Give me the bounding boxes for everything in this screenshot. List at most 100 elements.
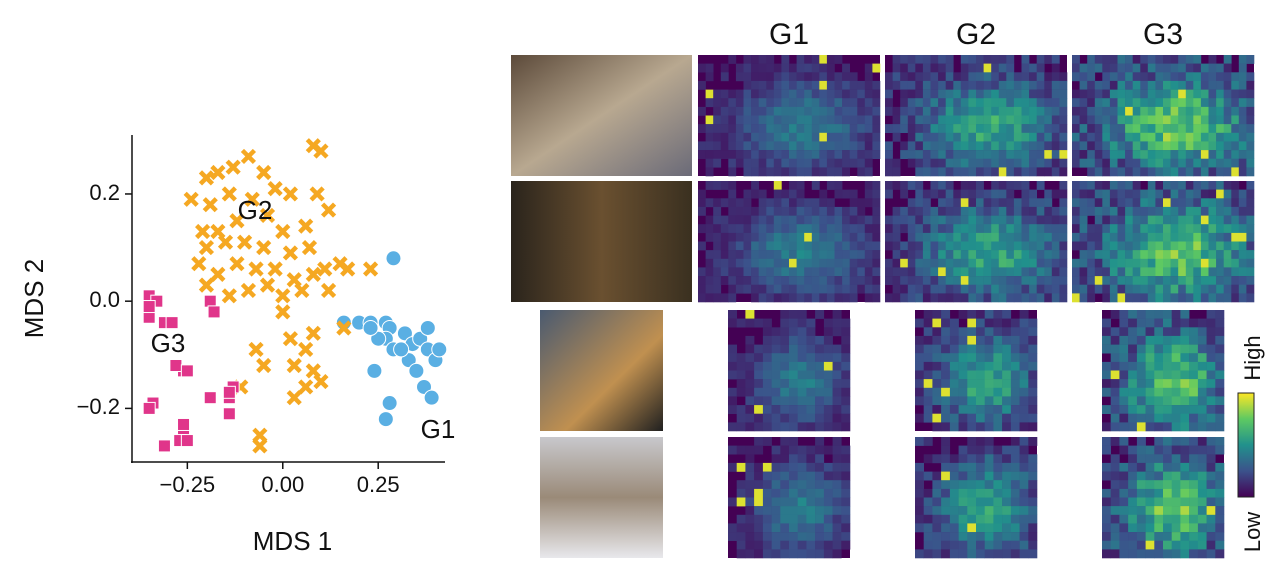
heatmap-cell	[1132, 206, 1141, 216]
heatmap-cell	[991, 276, 1000, 285]
heatmap-cell	[915, 387, 924, 397]
heatmap-cell	[1197, 344, 1207, 354]
heatmap-cell	[1246, 276, 1255, 285]
heatmap-cell	[1140, 89, 1149, 99]
heatmap-cell	[745, 488, 755, 498]
heatmap-cell	[1132, 284, 1141, 294]
heatmap-cell	[771, 344, 781, 354]
heatmap-cell	[983, 106, 992, 116]
heatmap-cell	[885, 167, 893, 177]
heatmap-cell	[811, 158, 820, 168]
heatmap-cell	[1094, 80, 1103, 90]
heatmap-cell	[1051, 293, 1060, 303]
heatmap-cell	[806, 454, 816, 464]
heatmap-cell	[967, 361, 977, 371]
heatmap-cell	[1119, 387, 1129, 397]
heatmap-cell	[900, 98, 909, 108]
heatmap-cell	[857, 241, 866, 251]
heatmap-cell	[958, 454, 968, 464]
heatmap-cell	[804, 72, 813, 82]
heatmap-cell	[834, 72, 843, 82]
heatmap-cell	[892, 124, 901, 133]
heatmap-cell	[967, 540, 977, 550]
heatmap-cell	[958, 379, 968, 388]
heatmap-cell	[849, 258, 858, 268]
heatmap-cell	[1215, 445, 1225, 455]
heatmap-cell	[1155, 167, 1164, 177]
heatmap-cell	[789, 293, 797, 303]
heatmap-cell	[1208, 224, 1217, 234]
heatmap-cell	[762, 396, 772, 406]
heatmap-cell	[900, 284, 909, 294]
heatmap-cell	[789, 405, 798, 414]
heatmap-cell	[841, 413, 851, 423]
heatmap-cell	[736, 445, 746, 455]
heatmap-cell	[1163, 462, 1172, 472]
heatmap-cell	[1180, 549, 1190, 559]
heatmap-cell	[938, 267, 946, 277]
heatmap-cell	[892, 206, 901, 216]
heatmap-cell	[849, 89, 858, 99]
heatmap-cell	[743, 72, 752, 82]
heatmap-cell	[915, 379, 924, 388]
heatmap-cell	[1185, 89, 1194, 99]
heatmap-cell	[849, 124, 858, 133]
heatmap-cell	[922, 150, 931, 159]
heatmap-cell	[754, 497, 764, 507]
heatmap-cell	[1006, 106, 1015, 116]
heatmap-cell	[1125, 115, 1133, 125]
heatmap-cell	[983, 115, 992, 125]
heatmap-cell	[758, 241, 767, 251]
heatmap-cell	[1128, 480, 1138, 490]
heatmap-cell	[1006, 80, 1015, 90]
heatmap-cell	[922, 215, 931, 225]
heatmap-cell	[1178, 232, 1187, 242]
heatmap-cell	[941, 497, 951, 507]
heatmap-cell	[1087, 106, 1096, 116]
group-label: G1	[421, 414, 456, 444]
heatmap-cell	[907, 89, 916, 99]
heatmap-cell	[953, 158, 962, 168]
heatmap-cell	[797, 413, 807, 423]
heatmap-cell	[872, 215, 881, 225]
heatmap-cell	[1079, 293, 1088, 303]
heatmap-cell	[1163, 370, 1172, 380]
point	[221, 288, 237, 304]
point	[286, 390, 302, 406]
heatmap-cell	[1136, 549, 1146, 559]
heatmap-cell	[1109, 98, 1118, 108]
heatmap-cell	[1102, 189, 1111, 199]
heatmap-cell	[834, 258, 843, 268]
heatmap-cell	[762, 387, 772, 397]
heatmap-cell	[762, 353, 772, 363]
heatmap-cell	[1006, 198, 1015, 208]
heatmap-cell	[1163, 454, 1172, 464]
heatmap-cell	[1006, 215, 1015, 225]
heatmap-cell	[1163, 115, 1171, 125]
heatmap-cell	[984, 549, 994, 559]
heatmap-cell	[841, 387, 851, 397]
heatmap-cell	[766, 224, 775, 234]
heatmap-cell	[967, 480, 977, 490]
heatmap-cell	[1051, 284, 1060, 294]
heatmap-cell	[751, 181, 759, 190]
heatmap-cell	[1238, 98, 1247, 108]
heatmap-cell	[736, 405, 746, 414]
heatmap-cell	[1029, 106, 1037, 116]
heatmap-cell	[804, 80, 813, 90]
heatmap-cell	[1163, 353, 1172, 363]
heatmap-cell	[1189, 379, 1199, 388]
x-tick-label: 0.25	[357, 472, 400, 497]
heatmap-cell	[976, 250, 984, 259]
heatmap-cell	[743, 241, 752, 251]
heatmap-cell	[885, 150, 893, 159]
heatmap-cell	[1110, 370, 1120, 380]
heatmap-cell	[781, 232, 790, 242]
heatmap-cell	[1155, 106, 1164, 116]
heatmap-cell	[1185, 80, 1194, 90]
heatmap-cell	[780, 387, 790, 397]
heatmap-cell	[804, 215, 813, 225]
heatmap-cell	[1163, 158, 1171, 168]
heatmap-cell	[872, 241, 881, 251]
heatmap-cell	[1036, 258, 1045, 268]
